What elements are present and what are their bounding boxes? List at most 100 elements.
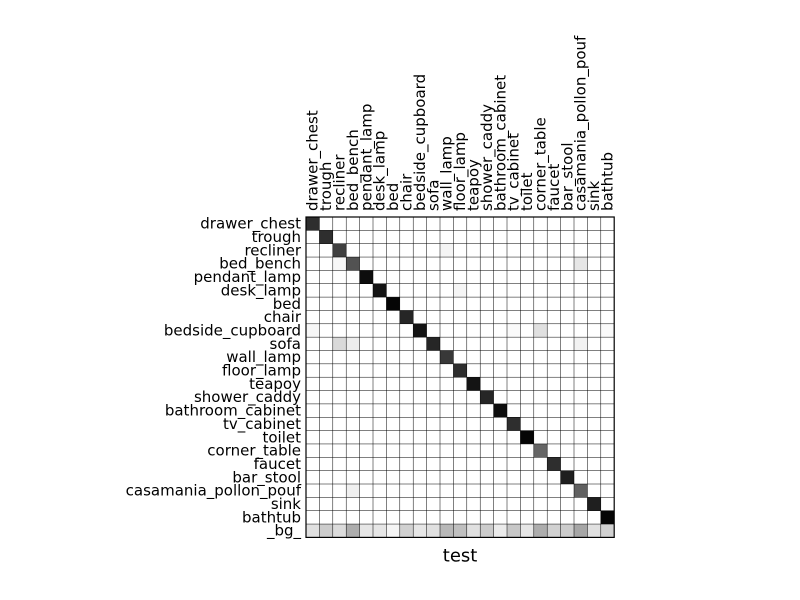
heatmap-cell (466, 257, 481, 271)
heatmap-cell (319, 484, 334, 498)
heatmap-cell (480, 377, 494, 391)
heatmap-cell (493, 350, 508, 365)
heatmap-cell (507, 310, 521, 325)
heatmap-cell (440, 243, 454, 258)
heatmap-cell (493, 484, 508, 498)
heatmap-cell (453, 470, 468, 485)
heatmap-cell (319, 510, 334, 525)
heatmap-cell (600, 470, 615, 485)
heatmap-cell (493, 283, 508, 298)
heatmap-cell (560, 323, 575, 338)
row-label: bed_bench (219, 255, 301, 274)
heatmap-cell (332, 270, 347, 285)
heatmap-cell (587, 323, 602, 338)
heatmap-cell (520, 443, 535, 458)
heatmap-cell (574, 470, 588, 485)
heatmap-cell (533, 390, 548, 405)
heatmap-cell (332, 363, 347, 378)
column-label: corner_table (532, 117, 551, 211)
heatmap-cell (399, 524, 414, 538)
heatmap-cell (332, 297, 347, 311)
heatmap-cell (520, 363, 535, 378)
heatmap-cell (346, 243, 360, 258)
heatmap-cell (306, 243, 320, 258)
heatmap-cell (399, 243, 414, 258)
heatmap-cell (520, 457, 535, 471)
heatmap-cell (480, 363, 494, 378)
heatmap-cell (359, 337, 374, 351)
heatmap-cell (359, 417, 374, 431)
heatmap-cell (453, 297, 468, 311)
heatmap-cell (574, 443, 588, 458)
heatmap-cell (507, 457, 521, 471)
heatmap-cell (507, 283, 521, 298)
heatmap-cell (426, 417, 441, 431)
heatmap-cell (600, 217, 615, 231)
heatmap-cell (346, 443, 360, 458)
heatmap-cell (587, 443, 602, 458)
heatmap-cell (399, 363, 414, 378)
heatmap-cell (480, 430, 494, 445)
row-label: bathtub (242, 508, 301, 526)
heatmap-cell (373, 310, 387, 325)
heatmap-cell (306, 470, 320, 485)
column-label: bed (384, 183, 402, 211)
heatmap-cell (520, 350, 535, 365)
column-tick-labels: drawer_chesttroughreclinerbed_benchpenda… (304, 35, 617, 211)
column-label: pendant_lamp (357, 104, 376, 211)
heatmap-cell (319, 310, 334, 325)
heatmap-cell (547, 390, 561, 405)
heatmap-cell (493, 230, 508, 244)
heatmap-cell (480, 403, 494, 418)
heatmap-cell (453, 430, 468, 445)
column-label: chair (398, 173, 416, 211)
heatmap-cell (306, 217, 320, 231)
heatmap-cell (560, 390, 575, 405)
heatmap-cell (507, 403, 521, 418)
heatmap-cell (587, 403, 602, 418)
heatmap-cell (306, 323, 320, 338)
heatmap-cell (359, 377, 374, 391)
heatmap-cell (574, 390, 588, 405)
heatmap-cell (466, 350, 481, 365)
heatmap-cell (386, 417, 401, 431)
heatmap-cell (359, 297, 374, 311)
heatmap-cell (600, 484, 615, 498)
heatmap-cell (346, 363, 360, 378)
heatmap-cell (587, 484, 602, 498)
heatmap-cell (413, 243, 427, 258)
heatmap-cell (386, 297, 401, 311)
heatmap-cell (560, 243, 575, 258)
heatmap-cell (440, 457, 454, 471)
heatmap-cell (306, 350, 320, 365)
heatmap-cell (346, 457, 360, 471)
heatmap-cell (507, 417, 521, 431)
heatmap-cell (413, 283, 427, 298)
row-label: shower_caddy (194, 388, 301, 407)
heatmap-cell (453, 390, 468, 405)
plot-frame (305, 216, 615, 538)
heatmap-cell (547, 377, 561, 391)
heatmap-cell (480, 457, 494, 471)
heatmap-cell (600, 497, 615, 511)
heatmap-cell (493, 270, 508, 285)
heatmap-cell (507, 443, 521, 458)
heatmap-cell (587, 297, 602, 311)
heatmap-cell (386, 283, 401, 298)
heatmap-cell (533, 337, 548, 351)
column-label: bed_bench (344, 129, 363, 211)
heatmap-cell (346, 524, 360, 538)
heatmap-cell (466, 323, 481, 338)
heatmap-cell (560, 524, 575, 538)
heatmap-cell (373, 270, 387, 285)
heatmap-cell (574, 243, 588, 258)
heatmap-cell (547, 257, 561, 271)
row-label: teapoy (249, 375, 301, 393)
heatmap-cell (319, 417, 334, 431)
heatmap-cell (533, 230, 548, 244)
heatmap-cell (440, 430, 454, 445)
row-label: recliner (244, 241, 301, 259)
heatmap-cell (574, 337, 588, 351)
heatmap-cell (480, 337, 494, 351)
heatmap-cell (440, 470, 454, 485)
